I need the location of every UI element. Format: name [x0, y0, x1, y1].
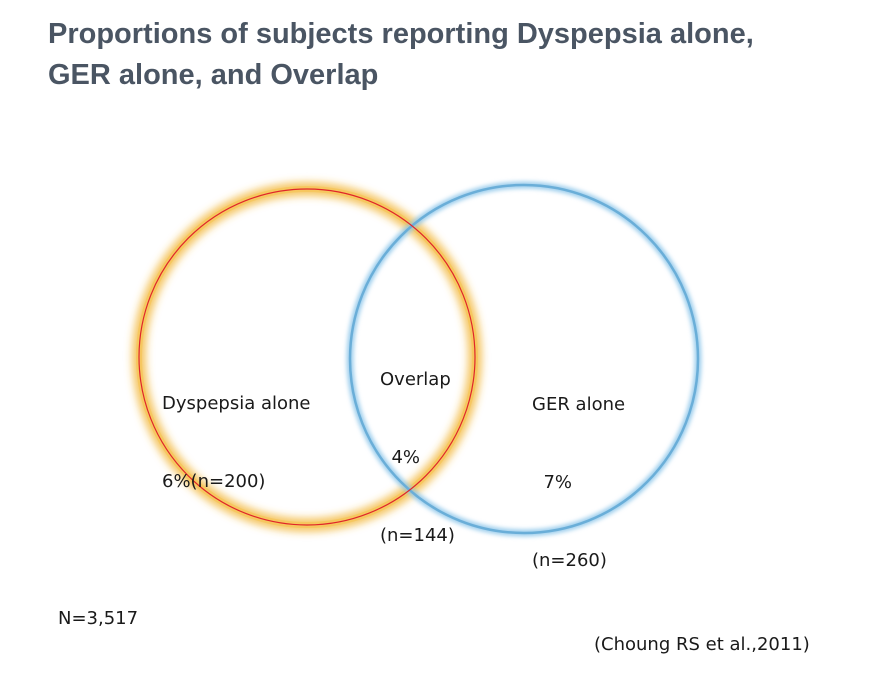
overlap-count: (n=144) — [380, 525, 455, 546]
overlap-label: Overlap 4% (n=144) — [380, 315, 455, 575]
ger-alone-percent: 7% — [532, 472, 572, 493]
ger-alone-name: GER alone — [532, 394, 626, 415]
overlap-name: Overlap — [380, 369, 451, 390]
page-title: Proportions of subjects reporting Dyspep… — [48, 14, 868, 96]
dyspepsia-alone-name: Dyspepsia alone — [162, 393, 311, 414]
total-sample-size: N=3,517 — [58, 608, 139, 629]
title-line-2: GER alone, and Overlap — [48, 59, 379, 91]
title-line-1: Proportions of subjects reporting Dyspep… — [48, 18, 754, 50]
overlap-percent: 4% — [380, 447, 420, 468]
citation: (Choung RS et al.,2011) — [594, 634, 810, 655]
dyspepsia-alone-value: 6%(n=200) — [162, 471, 266, 492]
ger-alone-label: GER alone 7% (n=260) — [532, 340, 625, 600]
dyspepsia-circle — [138, 188, 476, 526]
ger-circle — [348, 183, 700, 535]
ger-alone-count: (n=260) — [532, 550, 607, 571]
dyspepsia-alone-label: Dyspepsia alone 6%(n=200) — [162, 339, 310, 521]
